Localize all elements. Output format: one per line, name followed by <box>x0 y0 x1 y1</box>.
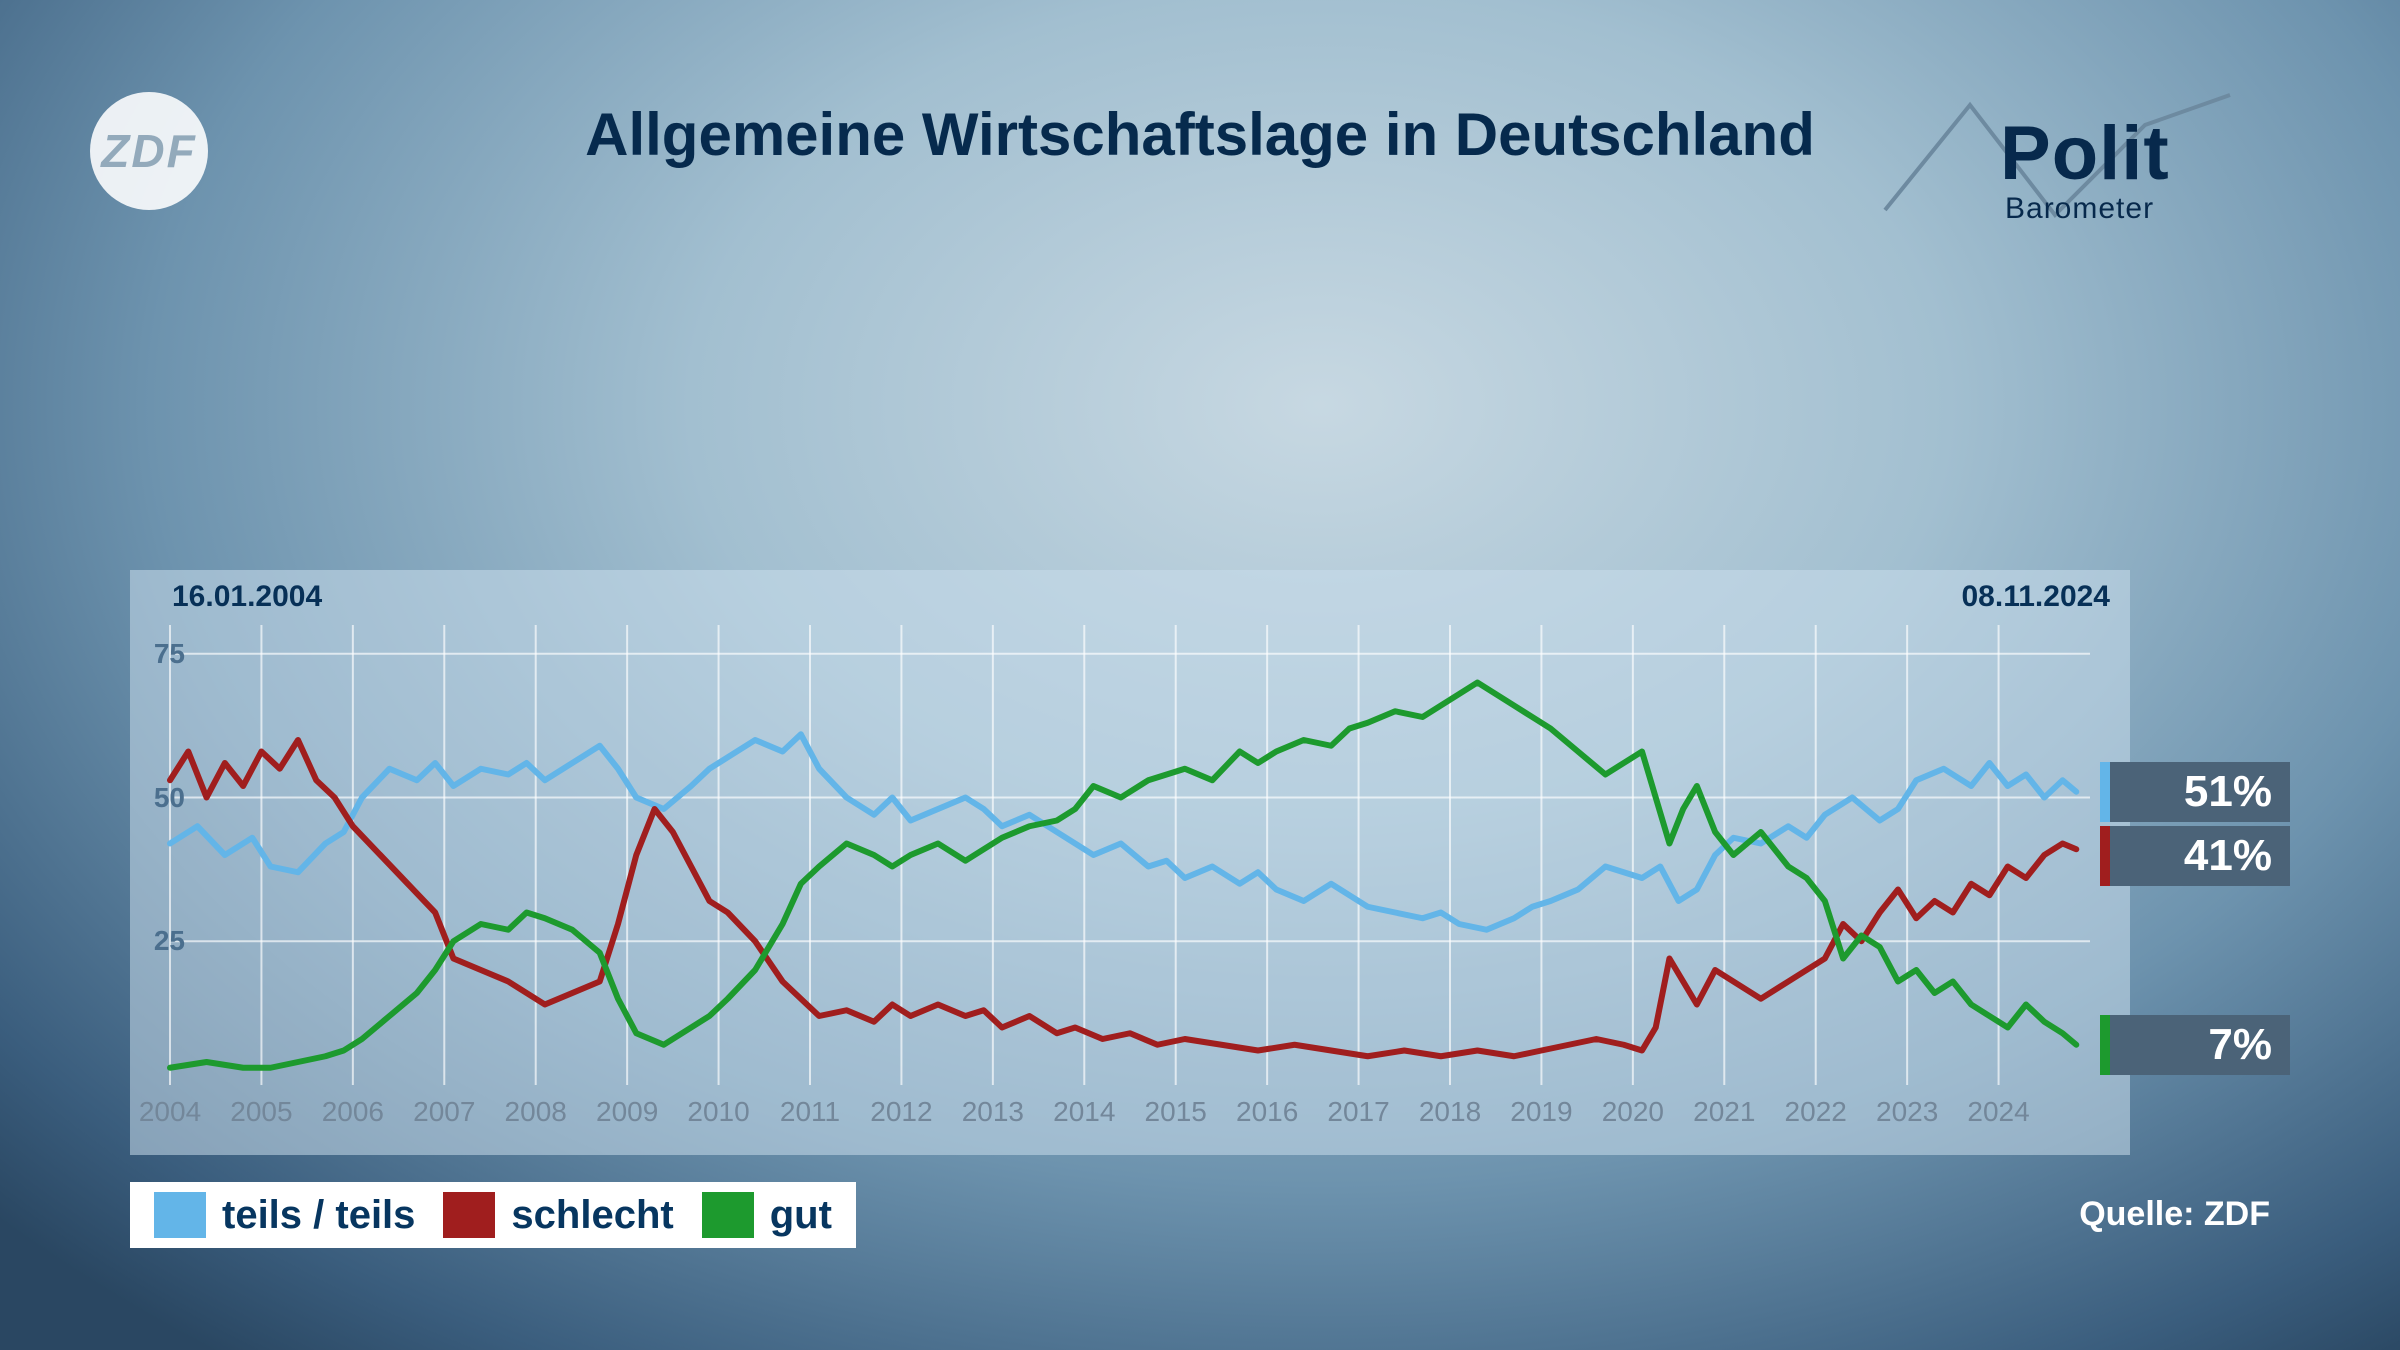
y-tick: 25 <box>130 925 185 957</box>
x-tick: 2009 <box>596 1096 658 1128</box>
x-tick: 2004 <box>139 1096 201 1128</box>
chart-plot <box>170 625 2090 1085</box>
x-tick: 2016 <box>1236 1096 1298 1128</box>
chart-date-start: 16.01.2004 <box>172 580 322 614</box>
x-tick: 2022 <box>1785 1096 1847 1128</box>
legend-label: schlecht <box>511 1193 673 1238</box>
legend-swatch <box>702 1192 754 1238</box>
legend-label: teils / teils <box>222 1193 415 1238</box>
legend-item: schlecht <box>443 1192 673 1238</box>
program-logo-sub: Barometer <box>2005 192 2154 226</box>
source-label: Quelle: ZDF <box>2079 1195 2270 1234</box>
x-tick: 2013 <box>962 1096 1024 1128</box>
x-tick: 2005 <box>230 1096 292 1128</box>
legend-swatch <box>154 1192 206 1238</box>
legend-item: teils / teils <box>154 1192 415 1238</box>
program-logo-word: Polit <box>2000 110 2170 197</box>
value-badge-gut: 7% <box>2100 1015 2290 1075</box>
value-badge-schlecht: 41% <box>2100 826 2290 886</box>
x-tick: 2012 <box>870 1096 932 1128</box>
x-tick: 2007 <box>413 1096 475 1128</box>
legend-label: gut <box>770 1193 832 1238</box>
chart-date-end: 08.11.2024 <box>1962 580 2111 614</box>
y-tick: 50 <box>130 782 185 814</box>
x-tick: 2008 <box>505 1096 567 1128</box>
x-tick: 2017 <box>1327 1096 1389 1128</box>
value-badge-teils: 51% <box>2100 762 2290 822</box>
legend-item: gut <box>702 1192 832 1238</box>
y-tick: 75 <box>130 638 185 670</box>
x-tick: 2010 <box>687 1096 749 1128</box>
x-tick: 2024 <box>1967 1096 2029 1128</box>
x-tick: 2014 <box>1053 1096 1115 1128</box>
x-tick: 2020 <box>1602 1096 1664 1128</box>
legend: teils / teils schlecht gut <box>130 1182 856 1248</box>
x-tick: 2021 <box>1693 1096 1755 1128</box>
x-tick: 2011 <box>780 1096 840 1128</box>
x-tick: 2023 <box>1876 1096 1938 1128</box>
x-tick: 2015 <box>1145 1096 1207 1128</box>
x-tick: 2018 <box>1419 1096 1481 1128</box>
program-logo: Polit Barometer <box>1860 80 2280 250</box>
legend-swatch <box>443 1192 495 1238</box>
series-gut <box>170 683 2076 1068</box>
x-tick: 2019 <box>1510 1096 1572 1128</box>
series-teils <box>170 734 2076 930</box>
x-tick: 2006 <box>322 1096 384 1128</box>
